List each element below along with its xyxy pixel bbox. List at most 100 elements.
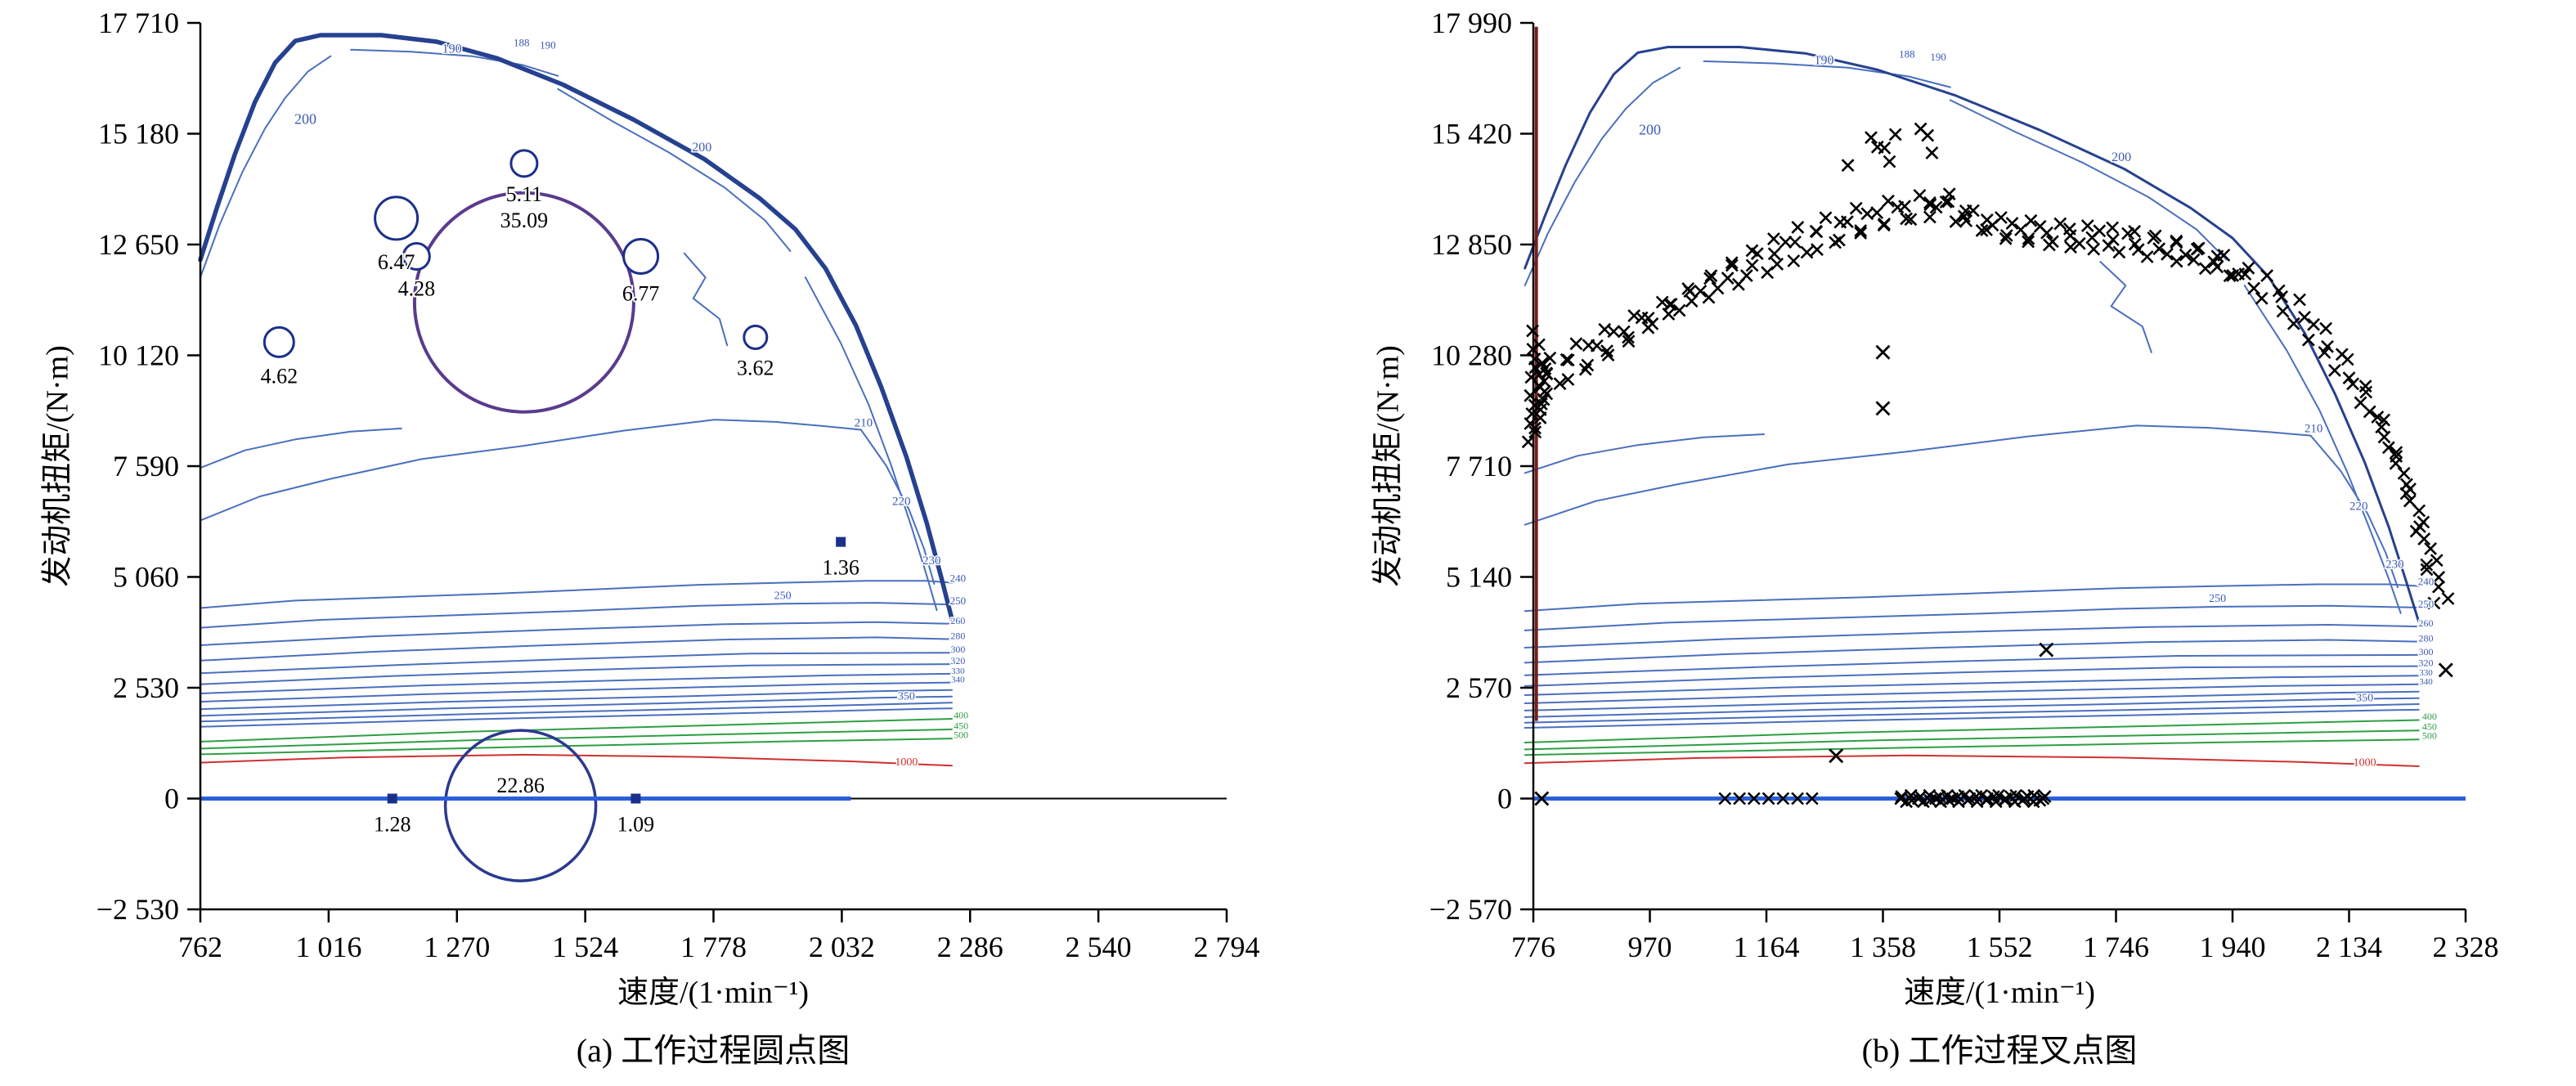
contour-line [2099, 261, 2152, 353]
bubble-label: 6.77 [622, 281, 660, 305]
cross-marker [1683, 285, 1697, 298]
y-tick-label: 2 530 [113, 671, 179, 704]
x-tick-label: 1 746 [2083, 931, 2149, 963]
cross-marker [2187, 253, 2201, 267]
cross-marker [1788, 236, 1802, 249]
cross-marker [1540, 387, 1554, 401]
contour-line [1524, 66, 1681, 287]
cross-marker [1581, 358, 1595, 372]
contour-label: 200 [1639, 122, 1661, 138]
cross-marker [1645, 316, 1659, 330]
contour-label: 188 [1899, 48, 1915, 61]
cross-marker [1875, 401, 1891, 416]
cross-marker [1662, 307, 1676, 321]
cross-marker [2170, 234, 2183, 248]
contour-line [1524, 424, 2399, 589]
cross-marker [2424, 541, 2438, 555]
cross-marker [2260, 269, 2274, 283]
y-tick-label: 15 420 [1431, 118, 1512, 150]
contour-label: 350 [2356, 692, 2373, 704]
cross-marker [2093, 224, 2107, 238]
contour-label: 200 [2112, 150, 2131, 164]
cross-marker [2198, 262, 2212, 276]
point-label: 1.28 [374, 813, 411, 837]
cross-marker [1829, 236, 1842, 249]
cross-marker [2033, 219, 2047, 233]
contour-label: 200 [692, 141, 711, 155]
y-axis-label-a: 发动机扭矩/(N·m) [40, 345, 75, 587]
cross-marker [2375, 420, 2389, 434]
max-torque-envelope [198, 33, 954, 622]
cross-marker [1921, 128, 1935, 142]
cross-marker [2053, 217, 2067, 231]
cross-marker [1904, 213, 1918, 227]
contour-label: 1000 [2354, 756, 2376, 769]
cross-marker [2106, 233, 2120, 247]
y-tick-label: 0 [164, 783, 179, 815]
contour-line [1524, 653, 2420, 676]
cross-marker [2342, 371, 2356, 385]
cross-marker [2223, 269, 2237, 283]
contour-label: 240 [950, 572, 967, 584]
contour-line [1524, 754, 2420, 767]
contour-line [350, 48, 559, 77]
contour-line [200, 427, 402, 469]
y-tick-label: 2 570 [1446, 671, 1512, 704]
bubble-marker [263, 325, 295, 358]
cross-marker [2399, 487, 2413, 500]
cross-marker [1582, 339, 1595, 352]
contour-line [1524, 583, 2420, 613]
contour-label: 190 [442, 42, 462, 56]
cross-marker [2022, 235, 2035, 249]
cross-marker [2371, 411, 2385, 424]
point-marker-square [631, 793, 641, 804]
contour-label: 220 [2349, 500, 2368, 513]
cross-marker [1811, 243, 1824, 257]
contour-label: 210 [2304, 422, 2323, 435]
cross-marker [2170, 254, 2183, 268]
cross-marker [1833, 215, 1847, 229]
cross-marker [1980, 222, 1993, 236]
cross-marker [2179, 248, 2192, 262]
cross-marker [2009, 788, 2023, 802]
contour-line [200, 702, 953, 723]
contour-label: 500 [2422, 730, 2437, 742]
cross-marker [2359, 385, 2373, 399]
y-tick-label: 7 710 [1446, 450, 1512, 482]
contour-label: 220 [892, 496, 911, 509]
contour-line [200, 663, 953, 685]
cross-marker [2319, 321, 2333, 335]
cross-marker [1854, 224, 1868, 238]
cross-marker [1537, 375, 1551, 388]
cross-marker [2377, 430, 2391, 444]
cross-marker [2238, 267, 2252, 281]
x-tick-label: 2 032 [809, 931, 875, 963]
cross-marker [1627, 309, 1641, 323]
cross-marker [1761, 792, 1775, 806]
contour-line [200, 621, 953, 646]
contour-line [200, 580, 953, 609]
contour-line [1949, 99, 2228, 261]
contour-label: 210 [855, 416, 873, 429]
bubble-marker [374, 195, 420, 241]
bubble-marker [412, 191, 635, 414]
cross-marker [1725, 256, 1739, 270]
cross-marker [2287, 316, 2300, 330]
x-tick-label: 2 794 [1194, 931, 1260, 963]
contour-label: 280 [950, 631, 965, 642]
contour-line [683, 252, 729, 347]
contour-label: 350 [898, 690, 915, 702]
cross-marker [1776, 792, 1790, 806]
cross-marker [1949, 214, 1963, 228]
contour-label: 340 [951, 675, 965, 685]
y-tick-label: −2 570 [1429, 893, 1512, 926]
cross-marker [2363, 405, 2376, 419]
cross-marker [1805, 792, 1819, 806]
contour-label: 500 [954, 729, 968, 741]
x-tick-label: 2 286 [937, 931, 1003, 963]
contour-line [1524, 624, 2420, 648]
cross-marker [2217, 249, 2231, 262]
cross-marker [1913, 189, 1927, 202]
contour-line [200, 707, 953, 728]
